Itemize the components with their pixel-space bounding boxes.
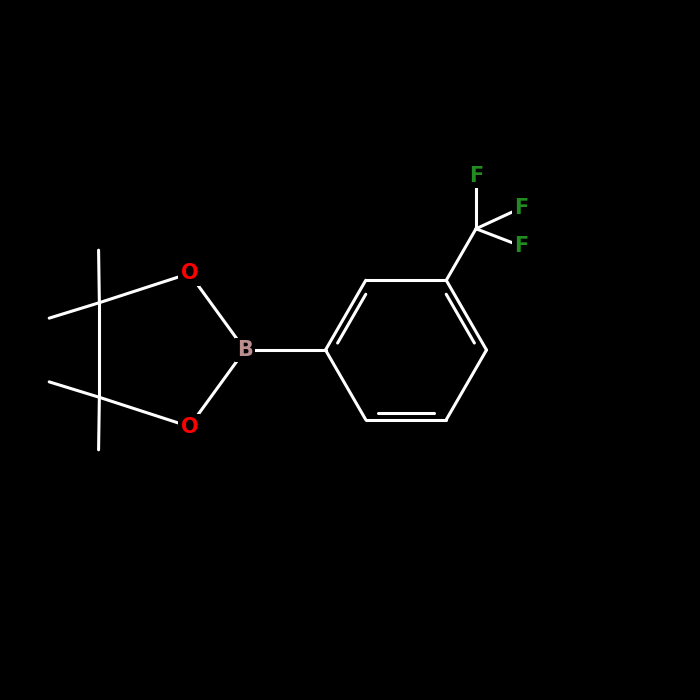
Text: B: B: [237, 340, 253, 360]
Text: O: O: [181, 263, 198, 284]
Text: O: O: [181, 416, 198, 437]
Text: F: F: [514, 198, 528, 218]
Text: F: F: [514, 237, 528, 256]
Text: F: F: [469, 167, 483, 186]
Text: B: B: [237, 340, 253, 360]
